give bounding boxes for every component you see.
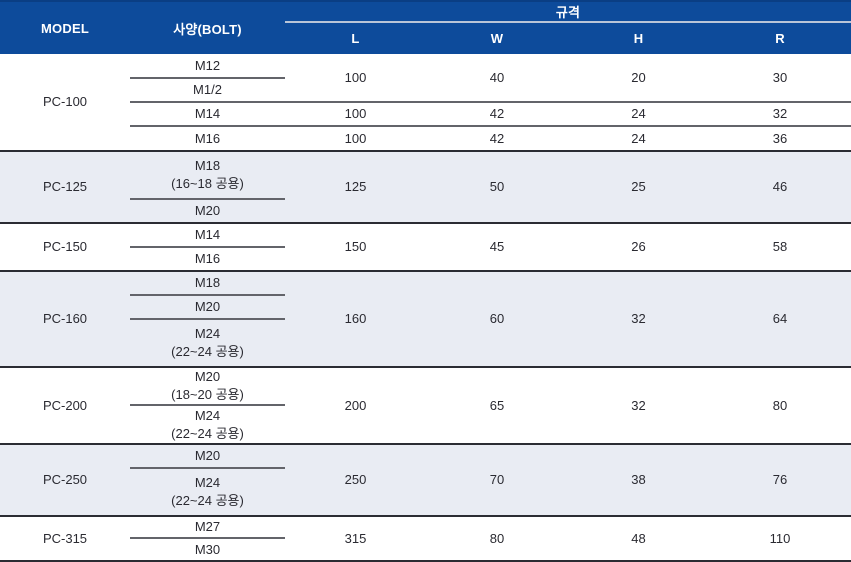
value-cell-l: 150: [285, 223, 426, 272]
value-cell-w: 80: [426, 516, 568, 562]
model-cell: PC-150: [0, 223, 130, 272]
model-cell: PC-200: [0, 367, 130, 445]
header-col-l: L: [285, 22, 426, 54]
value-cell-r: 80: [709, 367, 851, 445]
table-row: M20: [0, 295, 851, 320]
value-cell-r: 64: [709, 271, 851, 368]
table-row: M16: [0, 247, 851, 272]
header-col-r: R: [709, 22, 851, 54]
bolt-cell: M18: [130, 271, 285, 296]
bolt-cell: M24 (22~24 공용): [130, 405, 285, 445]
table-row: M14 100 42 24 32: [0, 102, 851, 127]
value-cell-r: 30: [709, 54, 851, 103]
value-cell-r: 110: [709, 516, 851, 562]
table-row: PC-315 M27 315 80 48 110: [0, 516, 851, 562]
bolt-cell: M12: [130, 54, 285, 79]
table-row: M16 100 42 24 36: [0, 126, 851, 152]
model-cell: PC-125: [0, 151, 130, 224]
header-spec-group: 규격: [285, 1, 851, 23]
bolt-cell: M20 (18~20 공용): [130, 367, 285, 406]
value-cell-r: 58: [709, 223, 851, 272]
value-cell-l: 100: [285, 54, 426, 103]
header-col-h: H: [568, 22, 709, 54]
table-row: PC-125 M18 (16~18 공용) 125 50 25 46: [0, 151, 851, 224]
value-cell-h: 32: [568, 367, 709, 445]
value-cell-h: 24: [568, 126, 709, 152]
value-cell-r: 36: [709, 126, 851, 152]
bolt-cell: M16: [130, 247, 285, 272]
table-row: M20: [0, 199, 851, 224]
value-cell-h: 25: [568, 151, 709, 224]
value-cell-l: 160: [285, 271, 426, 368]
bolt-cell: M14: [130, 102, 285, 127]
value-cell-w: 42: [426, 102, 568, 127]
value-cell-l: 100: [285, 102, 426, 127]
value-cell-w: 40: [426, 54, 568, 103]
table-row: PC-250 M20 250 70 38 76: [0, 444, 851, 517]
value-cell-h: 32: [568, 271, 709, 368]
bolt-cell: M20: [130, 199, 285, 224]
table-header: MODEL 사양(BOLT) 규격 L W H R: [0, 1, 851, 54]
value-cell-l: 250: [285, 444, 426, 517]
header-col-w: W: [426, 22, 568, 54]
table-row: M1/2: [0, 78, 851, 103]
value-cell-h: 48: [568, 516, 709, 562]
value-cell-w: 50: [426, 151, 568, 224]
value-cell-w: 70: [426, 444, 568, 517]
table-row: M24 (22~24 공용): [0, 468, 851, 517]
header-bolt: 사양(BOLT): [130, 1, 285, 54]
value-cell-h: 24: [568, 102, 709, 127]
bolt-cell: M30: [130, 538, 285, 562]
table-row: PC-160 M18 160 60 32 64: [0, 271, 851, 368]
value-cell-l: 315: [285, 516, 426, 562]
value-cell-h: 26: [568, 223, 709, 272]
value-cell-w: 60: [426, 271, 568, 368]
model-cell: PC-250: [0, 444, 130, 517]
bolt-cell: M1/2: [130, 78, 285, 103]
table-row: M24 (22~24 공용): [0, 405, 851, 445]
bolt-cell: M20: [130, 295, 285, 320]
model-cell: PC-160: [0, 271, 130, 368]
table-row: PC-200 M20 (18~20 공용) 200 65 32 80: [0, 367, 851, 445]
bolt-cell: M16: [130, 126, 285, 152]
model-cell: PC-100: [0, 54, 130, 152]
value-cell-w: 45: [426, 223, 568, 272]
value-cell-r: 76: [709, 444, 851, 517]
table-row: PC-150 M14 150 45 26 58: [0, 223, 851, 272]
bolt-cell: M20: [130, 444, 285, 469]
bolt-cell: M27: [130, 516, 285, 539]
value-cell-l: 100: [285, 126, 426, 152]
value-cell-w: 42: [426, 126, 568, 152]
value-cell-r: 46: [709, 151, 851, 224]
value-cell-h: 20: [568, 54, 709, 103]
value-cell-h: 38: [568, 444, 709, 517]
bolt-cell: M14: [130, 223, 285, 248]
header-model: MODEL: [0, 1, 130, 54]
value-cell-r: 32: [709, 102, 851, 127]
table-row: PC-100 M12 100 40 20 30: [0, 54, 851, 152]
table-row: M24 (22~24 공용): [0, 319, 851, 368]
value-cell-l: 200: [285, 367, 426, 445]
value-cell-l: 125: [285, 151, 426, 224]
bolt-cell: M24 (22~24 공용): [130, 319, 285, 368]
bolt-cell: M24 (22~24 공용): [130, 468, 285, 517]
table-row: M30: [0, 538, 851, 562]
model-cell: PC-315: [0, 516, 130, 562]
bolt-cell: M18 (16~18 공용): [130, 151, 285, 200]
value-cell-w: 65: [426, 367, 568, 445]
